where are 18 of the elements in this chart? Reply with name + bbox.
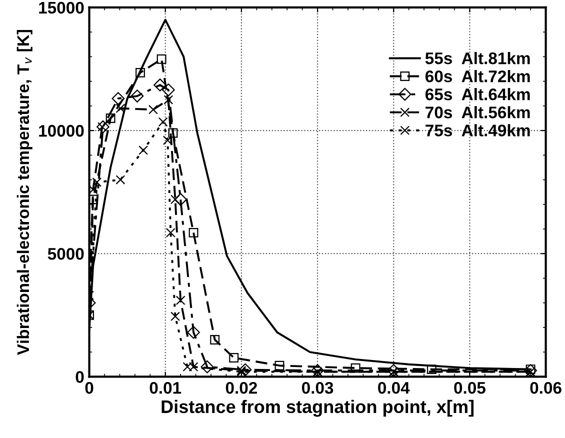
x-tick-label: 0.05 (454, 382, 486, 394)
x-tick-label: 0.06 (530, 382, 562, 394)
x-axis-title: Distance from stagnation point, x[m] (162, 400, 474, 417)
x-tick-label: 0.03 (302, 382, 334, 394)
y-tick-label: 10000 (39, 124, 84, 137)
legend-label: 55s Alt.81km (425, 52, 530, 64)
x-tick-label: 0.01 (150, 382, 182, 394)
y-axis-title: Vibrational-electronic temperature, T$_{v}$ [K] (16, 30, 32, 356)
x-tick-label: 0.02 (226, 382, 257, 394)
y-tick-label: 15000 (39, 2, 84, 14)
legend-label: 75s Alt.49km (426, 124, 530, 136)
x-tick-label: 0 (85, 382, 94, 394)
legend-label: 60s Alt.72km (425, 70, 530, 82)
legend-label: 65s Alt.64km (425, 88, 530, 100)
x-tick-label: 0.04 (378, 382, 410, 394)
y-tick-label: 0 (76, 371, 84, 383)
legend-label: 70s Alt.56km (426, 106, 530, 118)
y-tick-label: 5000 (48, 248, 84, 260)
